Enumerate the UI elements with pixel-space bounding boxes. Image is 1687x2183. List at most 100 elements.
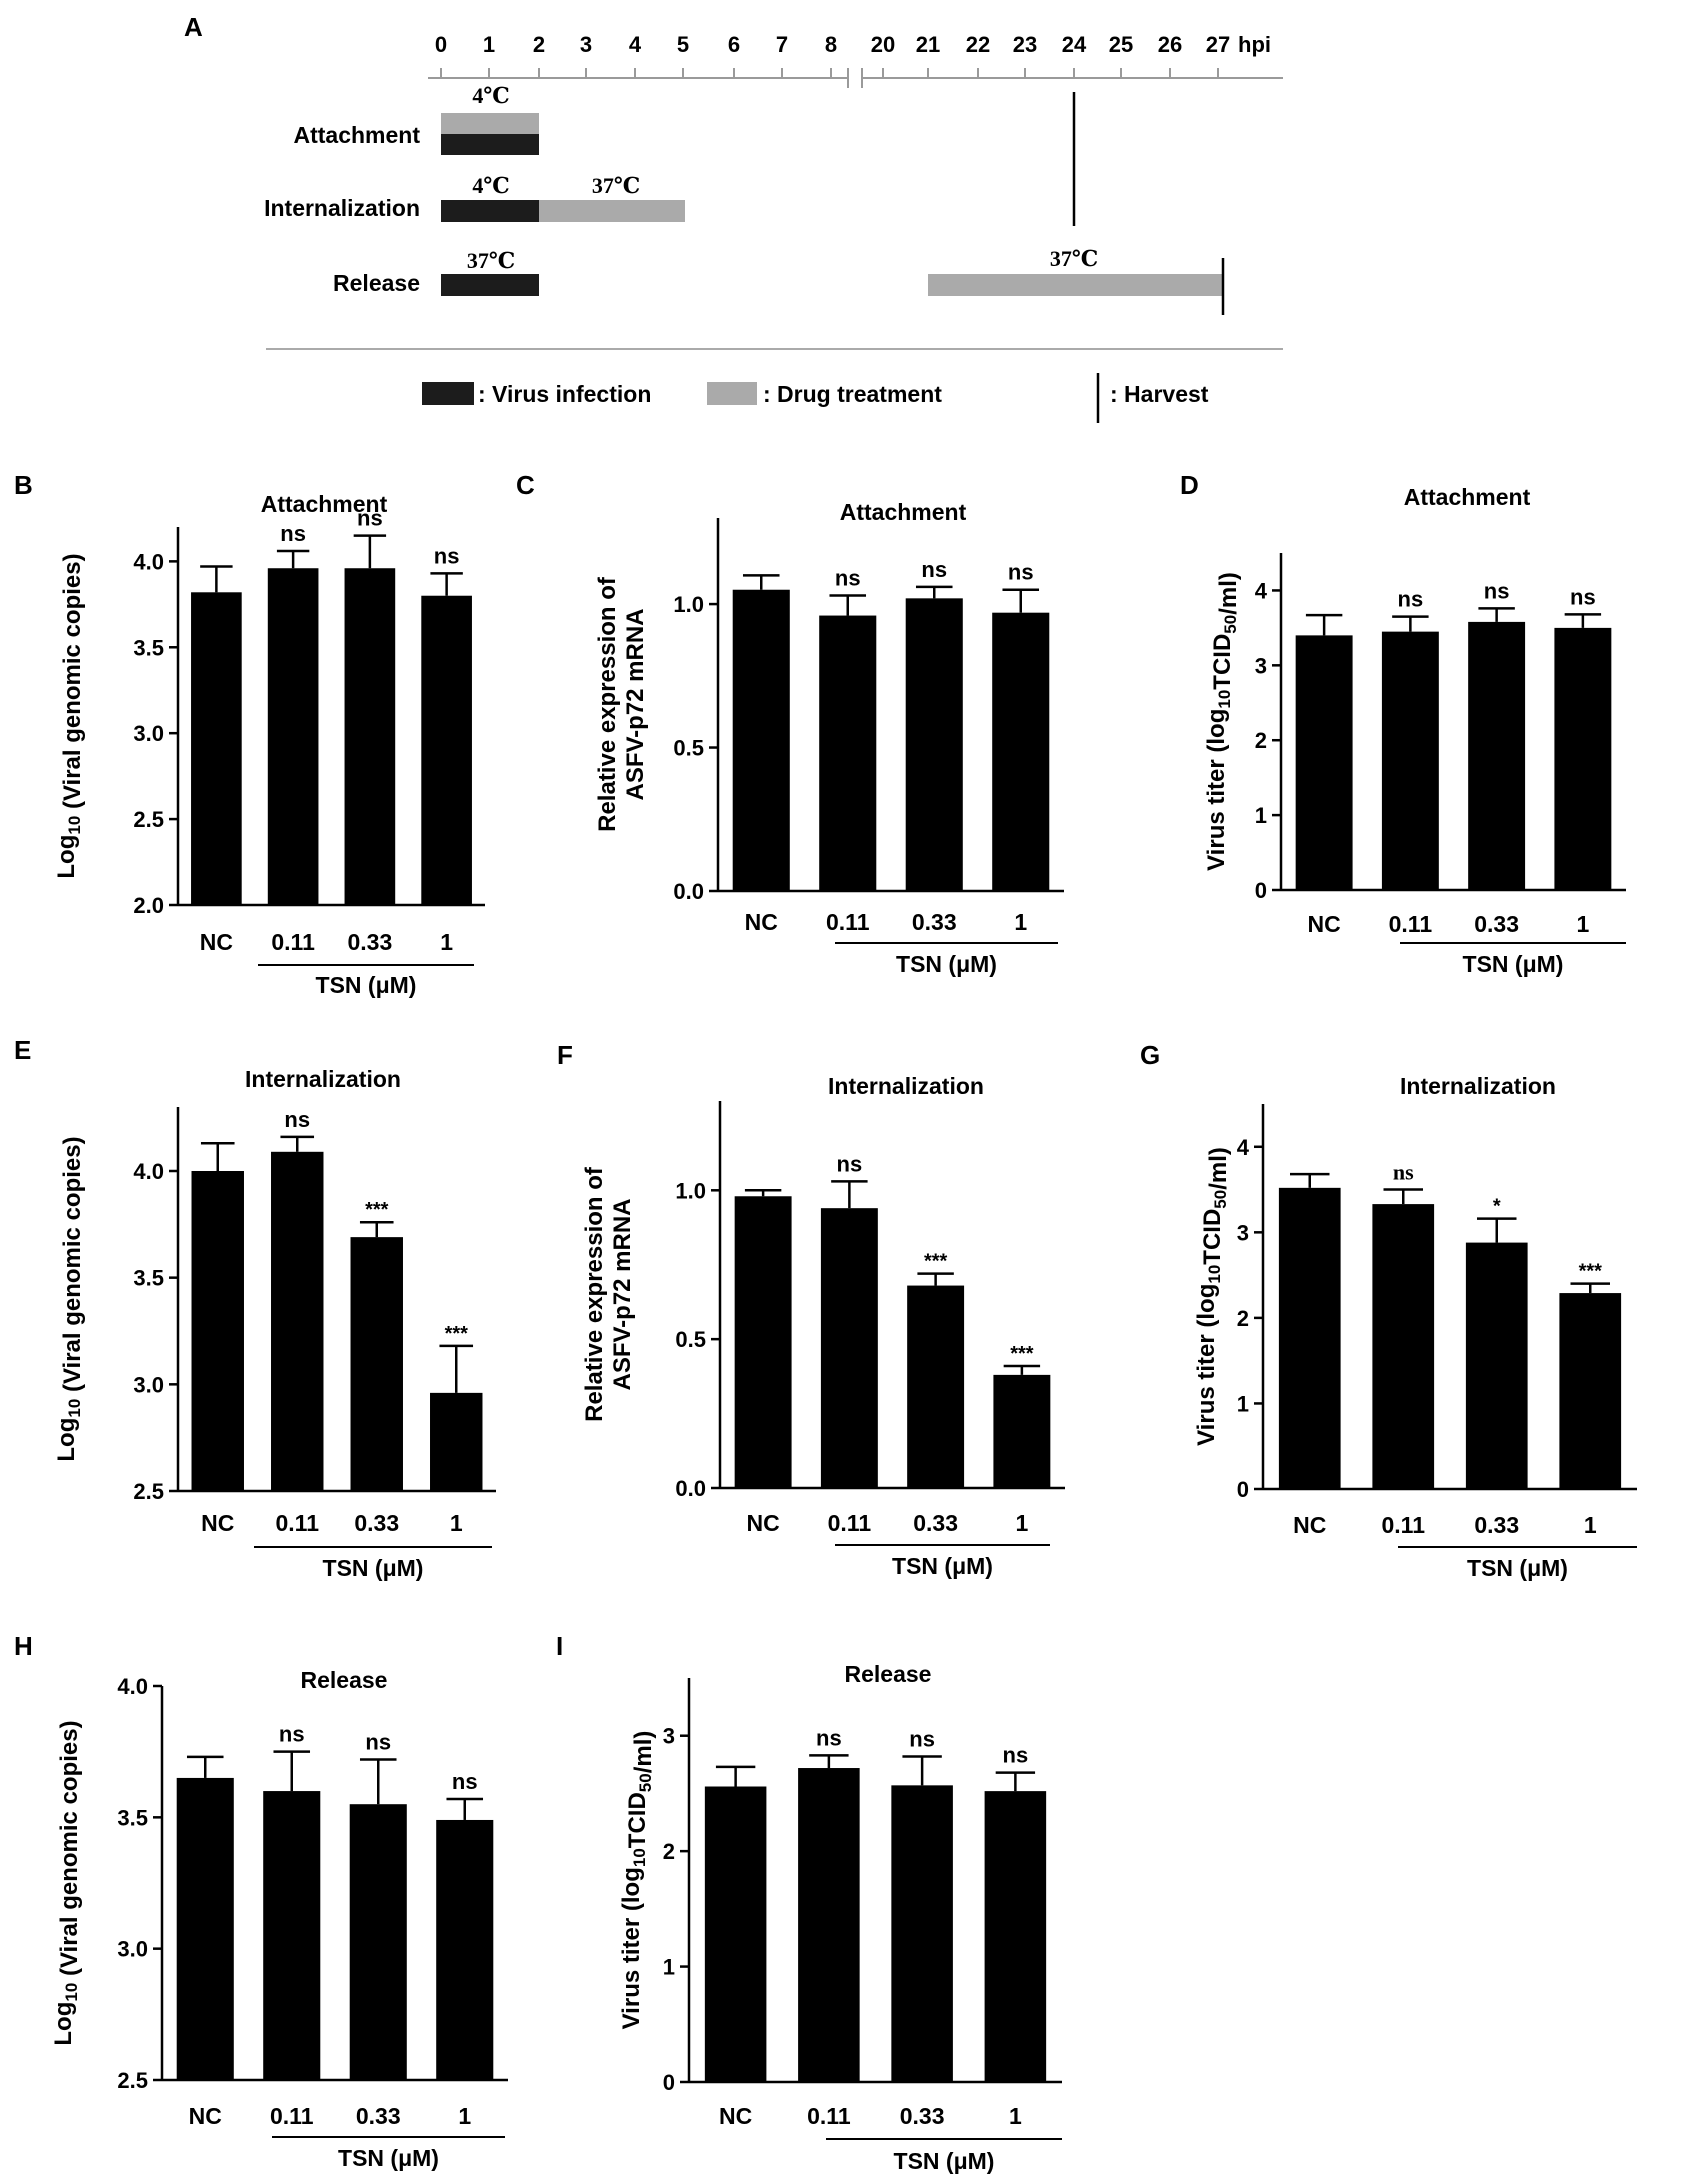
x-tick-label: 0.33 — [912, 909, 957, 935]
panel-letter: F — [557, 1040, 573, 1070]
significance-label: ns — [1003, 1743, 1029, 1768]
bar — [436, 1819, 494, 2080]
significance-label: ns — [452, 1769, 478, 1794]
y-tick-label: 1 — [1237, 1391, 1249, 1416]
timeline-tick-label: 27 — [1206, 32, 1230, 57]
y-axis-label: Log10 (Viral genomic copies) — [53, 553, 86, 878]
bar-chart-f: F Internalization 0.0 0.5 1.0 Relative expres… — [557, 1040, 1065, 1579]
y-tick-label: 3.5 — [133, 635, 164, 660]
bar — [1559, 1293, 1622, 1489]
timeline-tick-label: 7 — [776, 32, 788, 57]
y-tick-label: 4 — [1237, 1135, 1250, 1160]
row-label-internalization: Internalization — [264, 195, 420, 221]
y-axis-label-part: TCID — [1199, 1209, 1226, 1265]
x-tick-label: 0.11 — [271, 929, 315, 955]
y-axis-label-subscript: 10 — [65, 816, 84, 835]
x-tick-label: 0.11 — [807, 2103, 851, 2129]
y-axis-label-subscript: 10 — [1205, 1265, 1224, 1284]
y-tick-label: 3.5 — [117, 1805, 148, 1830]
temp-label-release-virus: 37℃ — [467, 248, 515, 273]
timeline-tick-label: 26 — [1158, 32, 1182, 57]
y-tick-label: 0.5 — [675, 1327, 706, 1352]
timeline-tick-label: 22 — [966, 32, 990, 57]
bar — [430, 1392, 483, 1491]
y-tick-label: 2 — [663, 1839, 675, 1864]
timeline-tick-label: 20 — [871, 32, 895, 57]
bar — [820, 1208, 878, 1488]
y-tick-label: 1.0 — [675, 1178, 706, 1203]
legend-drug-swatch — [707, 382, 757, 405]
y-axis-label-line2: ASFV-p72 mRNA — [609, 1198, 636, 1390]
y-tick-label: 4.0 — [117, 1674, 148, 1699]
significance-label: ns — [357, 506, 383, 531]
x-tick-label: 0.33 — [347, 929, 392, 955]
y-tick-label: 3.0 — [117, 1937, 148, 1962]
temp-label-internalization-virus: 4℃ — [472, 173, 509, 198]
x-tick-label: 0.11 — [270, 2103, 314, 2129]
y-tick-label: 1.0 — [673, 592, 704, 617]
y-axis-label-part: TCID — [1209, 634, 1236, 690]
significance-label: ns — [921, 557, 947, 582]
significance-label: ns — [1008, 560, 1034, 585]
x-tick-label: 1 — [458, 2103, 471, 2129]
timeline-tick-label: 25 — [1109, 32, 1133, 57]
y-axis-label: Log10 (Viral genomic copies) — [53, 1136, 86, 1461]
group-label: TSN (μM) — [338, 2145, 439, 2171]
timeline-panel: A 0 1 2 3 4 5 6 7 8 20 21 22 23 24 25 26 27 hpi Attachmen… — [184, 12, 1283, 423]
chart-title: Release — [301, 1667, 388, 1693]
y-tick-label: 0 — [1237, 1477, 1249, 1502]
internalization-virus-bar — [441, 200, 539, 222]
attachment-virus-bar — [441, 134, 539, 155]
timeline-axis — [428, 68, 1283, 88]
y-axis-label-part: /ml) — [630, 1731, 657, 1774]
group-label: TSN (μM) — [894, 2148, 995, 2174]
x-tick-label: 1 — [1576, 911, 1589, 937]
bar — [905, 598, 963, 891]
panel-letter-a: A — [184, 12, 203, 42]
bar-chart-c: C Attachment 0.0 0.5 1.0 Relative expression … — [516, 470, 1064, 977]
y-tick-label: 2.5 — [133, 1479, 164, 1504]
y-axis-label-subscript: 10 — [1215, 690, 1234, 709]
x-tick-label: 0.33 — [900, 2103, 945, 2129]
significance-label: ns — [835, 565, 861, 590]
y-axis-label-line2: ASFV-p72 mRNA — [622, 608, 649, 800]
row-label-attachment: Attachment — [293, 122, 420, 148]
bar — [1295, 635, 1353, 890]
chart-title: Internalization — [245, 1066, 401, 1092]
x-tick-label: 0.33 — [1474, 1512, 1519, 1538]
bar — [1278, 1187, 1341, 1489]
y-axis-label-part: log — [618, 1867, 645, 1903]
x-tick-label: NC — [747, 1510, 780, 1536]
x-tick-label: 0.33 — [354, 1510, 399, 1536]
bar-chart-h: H Release 2.5 3.0 3.5 4.0 Log10 (Viral genomic… — [14, 1631, 508, 2171]
significance-label: ns — [1398, 587, 1424, 612]
y-axis-label-part: /ml) — [1205, 1147, 1232, 1190]
panel-letter: I — [556, 1631, 563, 1661]
y-axis-label-part: log — [1193, 1284, 1220, 1320]
x-tick-label: NC — [719, 2103, 752, 2129]
x-tick-label: 0.11 — [276, 1510, 320, 1536]
y-axis-label-part: (Viral genomic copies) — [59, 1136, 86, 1398]
bar — [421, 595, 472, 905]
y-tick-label: 4.0 — [133, 549, 164, 574]
bar — [1372, 1204, 1435, 1489]
y-axis-label-part: Virus titer ( — [1203, 745, 1230, 871]
x-tick-label: 1 — [1584, 1512, 1597, 1538]
legend-drug-label: : Drug treatment — [763, 381, 942, 407]
significance-label: *** — [445, 1323, 469, 1345]
y-tick-label: 2 — [1255, 728, 1267, 753]
bar — [1465, 1242, 1528, 1489]
timeline-tick-label: 23 — [1013, 32, 1037, 57]
x-tick-label: 1 — [1009, 2103, 1022, 2129]
x-tick-label: 1 — [1014, 909, 1027, 935]
y-axis-label: Virus titer (log10TCID50/ml) — [1203, 572, 1242, 871]
attachment-drug-bar — [441, 113, 539, 134]
temp-label-attachment: 4℃ — [472, 83, 509, 108]
y-axis-label-line1: Relative expression of — [581, 1166, 608, 1422]
bar-chart-b: B Attachment 2.0 2.5 3.0 3.5 4.0 Log10 (Viral g… — [14, 470, 485, 998]
timeline-tick-label: 1 — [483, 32, 495, 57]
bar-chart-d: D Attachment 0 1 2 3 4 Virus titer (log10TCID50… — [1180, 470, 1626, 977]
timeline-unit-label: hpi — [1238, 32, 1271, 57]
y-axis-label-part: Log — [50, 2002, 77, 2046]
